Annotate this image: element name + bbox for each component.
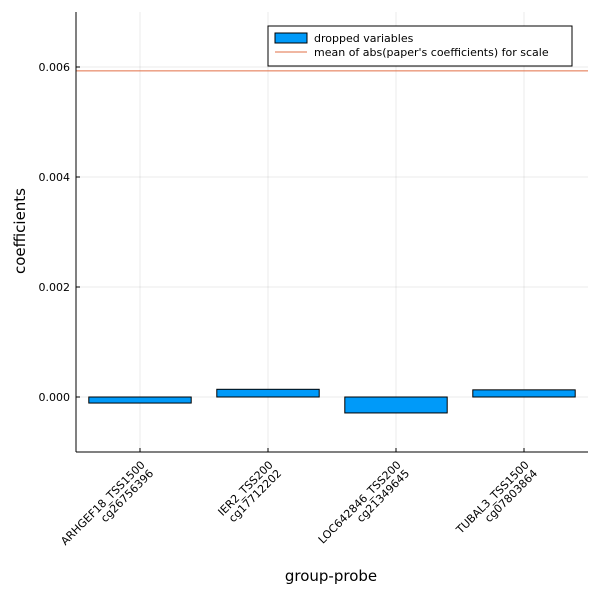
y-ticks: 0.000 0.002 0.004 0.006 (39, 61, 80, 404)
x-axis-label: group-probe (285, 567, 377, 585)
x-tick-label-line: LOC642846_TSS200 (316, 458, 404, 546)
legend-label-bars: dropped variables (314, 32, 414, 45)
y-axis-label: coefficients (11, 188, 29, 274)
grid (76, 12, 588, 452)
bar (344, 396, 448, 414)
bar (216, 388, 320, 398)
y-tick-label: 0.000 (39, 391, 71, 404)
axes (75, 12, 588, 453)
y-tick-label: 0.006 (39, 61, 71, 74)
legend-swatch-bar (274, 32, 308, 44)
bar (472, 389, 576, 398)
bars (88, 388, 576, 414)
legend-label-line: mean of abs(paper's coefficients) for sc… (314, 46, 549, 59)
legend-box (267, 25, 573, 67)
x-tick-label-line: TUBAL3_TSS1500 (453, 458, 532, 537)
bar (88, 396, 192, 404)
y-tick-label: 0.002 (39, 281, 71, 294)
x-tick-label-line: ARHGEF18_TSS1500 (58, 458, 147, 547)
y-tick-label: 0.004 (39, 171, 71, 184)
